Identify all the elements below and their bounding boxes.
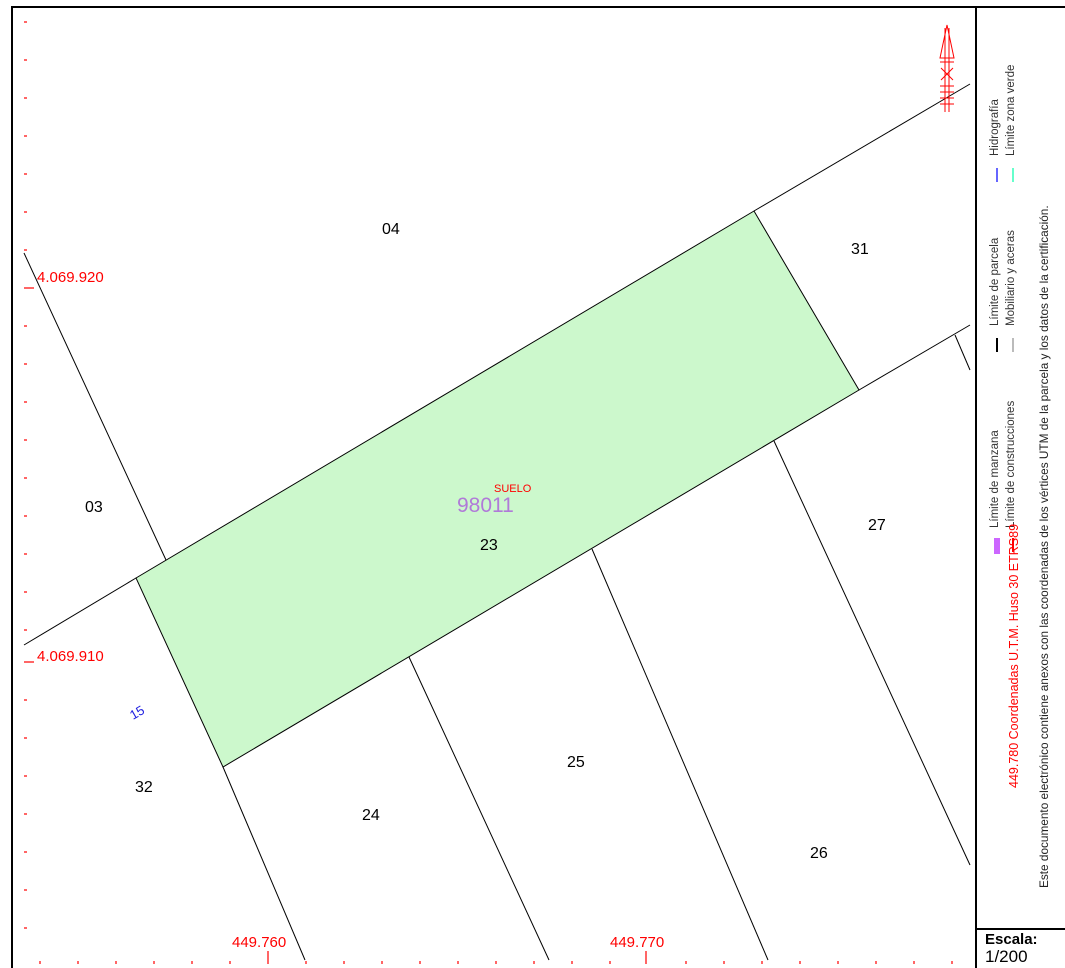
parcel-number-labels: 04 31 03 23 27 32 24 25 26 <box>85 221 886 862</box>
street-number-label: 15 <box>127 702 147 722</box>
coord-y-upper: 4.069.920 <box>37 269 104 286</box>
scale-title: Escala: <box>985 931 1038 948</box>
legend-label-mobiliario: Mobiliario y aceras <box>1005 230 1017 326</box>
coordinate-labels: 4.069.920 4.069.910 449.760 449.770 <box>37 269 664 951</box>
parcel-label: 27 <box>868 517 886 534</box>
legend-label-hidrografia: Hidrografía <box>989 99 1001 156</box>
legend-panel: Límite de manzana Límite de parcela Hidr… <box>977 6 1065 928</box>
legend-swatch-hidrografia <box>996 168 998 182</box>
boundary-line <box>591 548 769 961</box>
legend-label-zona-verde: Límite zona verde <box>1005 64 1017 156</box>
legend-swatch-mobiliario <box>1012 338 1014 352</box>
left-grid-ticks <box>24 21 34 929</box>
legend-label-manzana: Límite de manzana <box>989 430 1001 528</box>
boundary-line <box>408 656 550 961</box>
parcel-reference[interactable]: 98011 <box>457 494 514 517</box>
legend-note: Este documento electrónico contiene anex… <box>1037 205 1051 888</box>
scale-value: 1/200 <box>985 947 1028 966</box>
legend-label-parcela: Límite de parcela <box>989 237 1001 326</box>
bottom-grid-ticks <box>39 951 953 964</box>
north-arrow-icon <box>939 24 955 112</box>
legend-swatch-zona-verde <box>1012 168 1014 182</box>
legend-label-construcciones: Límite de construcciones <box>1005 400 1017 528</box>
boundary-line <box>773 440 971 866</box>
parcel-label: 31 <box>851 241 869 258</box>
map-frame <box>11 6 977 968</box>
map-canvas: 4.069.920 4.069.910 449.760 449.770 04 3… <box>23 21 971 964</box>
parcel-label: 25 <box>567 754 585 771</box>
legend-swatch-parcela <box>996 338 998 352</box>
boundary-line <box>954 334 971 371</box>
parcel-label: 23 <box>480 537 498 554</box>
parcel-label: 24 <box>362 807 380 824</box>
legend-coord-system: 449.780 Coordenadas U.T.M. Huso 30 ETRS8… <box>1007 523 1021 788</box>
parcel-boundaries <box>23 83 971 961</box>
parcel-label: 32 <box>135 779 153 796</box>
boundary-line <box>753 83 971 212</box>
coord-x-left: 449.760 <box>232 934 286 951</box>
parcel-label: 04 <box>382 221 400 238</box>
parcel-label: 26 <box>810 845 828 862</box>
parcel-label: 03 <box>85 499 103 516</box>
legend-swatch-construcciones <box>1012 538 1014 552</box>
boundary-line <box>858 324 971 391</box>
legend-swatch-manzana <box>994 538 1000 554</box>
boundary-line <box>222 766 306 961</box>
coord-y-lower: 4.069.910 <box>37 648 104 665</box>
scale-box: Escala: 1/200 <box>977 928 1065 968</box>
coord-x-right: 449.770 <box>610 934 664 951</box>
land-type-label: SUELO <box>494 483 532 495</box>
boundary-line <box>23 252 167 561</box>
boundary-line <box>23 577 137 646</box>
